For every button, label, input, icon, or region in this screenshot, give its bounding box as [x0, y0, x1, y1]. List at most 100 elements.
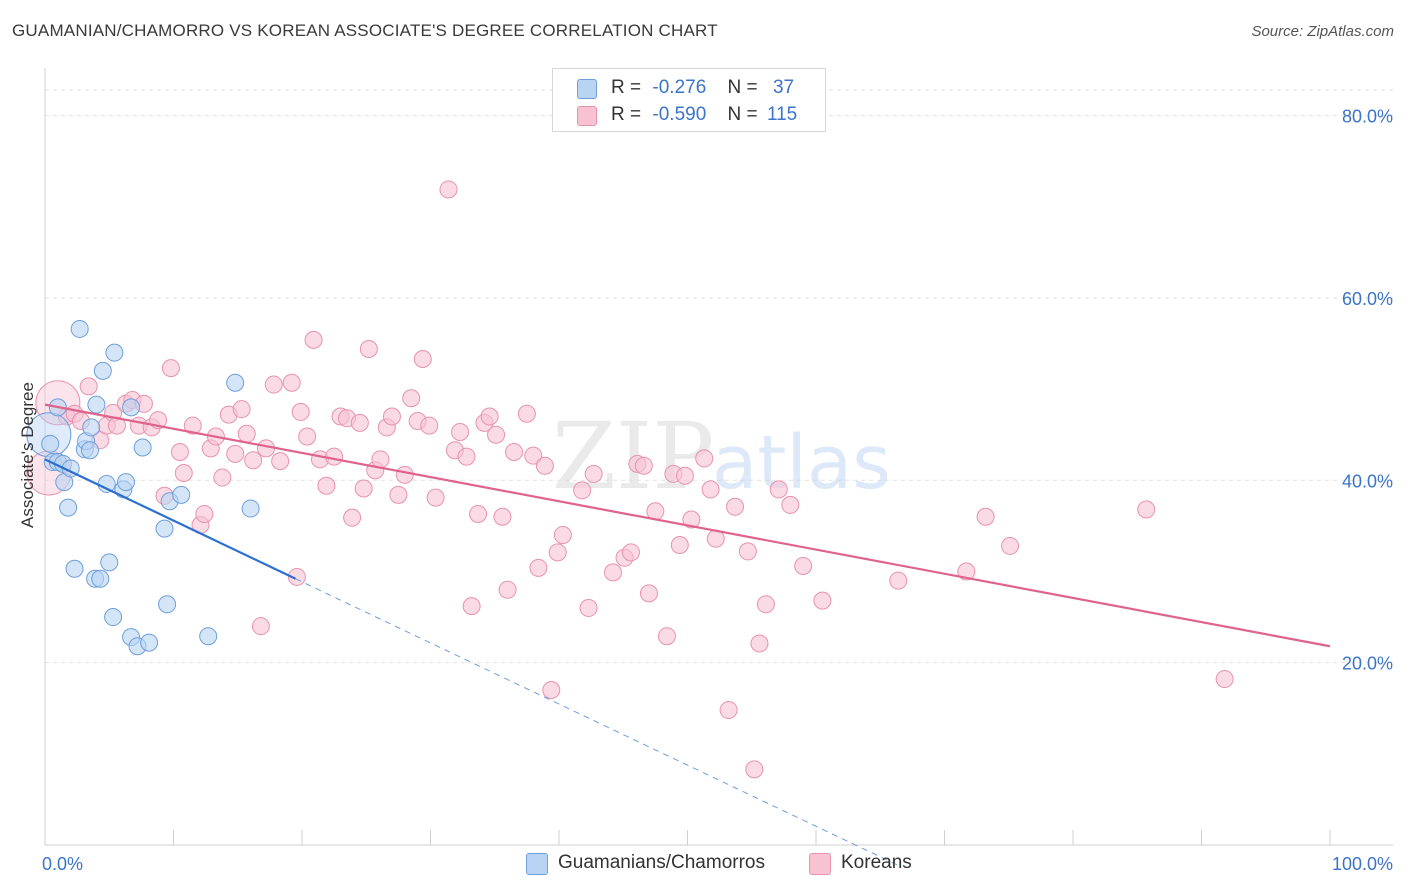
- korean-point: [657, 627, 676, 646]
- korean-point: [291, 402, 310, 421]
- korean-point: [535, 456, 554, 475]
- korean-point: [389, 485, 408, 504]
- legend-label-guamanians: Guamanians/Chamorros: [558, 852, 765, 873]
- legend-text-koreans: R = -0.590 N = 115: [611, 104, 798, 125]
- y-tick-label: 20.0%: [1342, 654, 1393, 674]
- korean-point: [232, 400, 251, 419]
- guamanian-point: [87, 395, 106, 414]
- korean-point: [1215, 670, 1234, 689]
- korean-point: [251, 617, 270, 636]
- guamanian-point: [59, 498, 78, 517]
- guamanian-point: [155, 519, 174, 538]
- korean-point: [498, 580, 517, 599]
- legend-swatch-blue: [577, 79, 597, 99]
- korean-point: [505, 443, 524, 462]
- stats-legend: R = -0.276 N = 37 R = -0.590 N = 115: [552, 68, 826, 132]
- watermark-atlas: atlas: [712, 420, 891, 506]
- guamanian-point: [140, 633, 159, 652]
- guamanian-point: [93, 361, 112, 380]
- guamanian-point: [105, 343, 124, 362]
- guamanian-point: [70, 319, 89, 338]
- korean-point: [738, 542, 757, 561]
- korean-point: [584, 464, 603, 483]
- korean-point: [695, 449, 714, 468]
- korean-point: [1001, 536, 1020, 555]
- korean-point: [469, 505, 488, 524]
- watermark: ZIP atlas: [552, 403, 891, 510]
- legend-row-guamanians: R = -0.276 N = 37: [553, 75, 823, 101]
- korean-point: [756, 595, 775, 614]
- guamanian-point: [122, 398, 141, 417]
- guamanian-point: [199, 627, 218, 646]
- guamanian-point: [241, 499, 260, 518]
- korean-point: [413, 350, 432, 369]
- legend-swatch-pink: [577, 106, 597, 126]
- korean-point: [493, 507, 512, 526]
- korean-point: [769, 480, 788, 499]
- korean-point: [603, 563, 622, 582]
- guamanian-trend-extension: [295, 578, 900, 867]
- korean-point: [517, 404, 536, 423]
- korean-point: [553, 526, 572, 544]
- korean-point: [264, 375, 283, 394]
- korean-point: [304, 330, 323, 349]
- legend-swatch-guamanians: [526, 853, 548, 875]
- guamanian-point: [104, 608, 123, 627]
- y-tick-label: 60.0%: [1342, 289, 1393, 309]
- chart-title: GUAMANIAN/CHAMORRO VS KOREAN ASSOCIATE'S…: [12, 21, 718, 40]
- grid-lines: [45, 89, 1393, 664]
- korean-point: [350, 413, 369, 432]
- guamanian-point: [133, 438, 152, 457]
- x-tick-label-max: 100.0%: [1332, 854, 1393, 874]
- korean-point: [524, 446, 543, 465]
- korean-point: [529, 558, 548, 577]
- korean-point: [287, 567, 306, 586]
- korean-point: [195, 505, 214, 524]
- guamanian-point: [82, 418, 101, 437]
- x-tick-label-min: 0.0%: [42, 854, 83, 874]
- legend-text-guamanians: R = -0.276 N = 37: [611, 77, 795, 98]
- korean-point: [298, 427, 317, 446]
- korean-point: [462, 597, 481, 616]
- korean-point: [670, 536, 689, 555]
- korean-point: [420, 416, 439, 435]
- korean-point: [548, 543, 567, 562]
- korean-point: [79, 377, 98, 396]
- korean-point: [343, 508, 362, 527]
- korean-point: [382, 407, 401, 426]
- korean-point: [371, 450, 390, 469]
- korean-point: [271, 452, 290, 471]
- korean-point: [439, 180, 458, 199]
- korean-point: [794, 557, 813, 575]
- korean-point: [325, 447, 344, 466]
- korean-point: [174, 464, 193, 482]
- korean-point: [359, 340, 378, 358]
- korean-point: [402, 389, 421, 408]
- korean-point: [282, 373, 301, 392]
- y-axis-label: Associate's Degree: [18, 382, 37, 528]
- guamanian-point: [158, 595, 177, 614]
- legend-swatch-koreans: [809, 853, 831, 875]
- korean-point: [1137, 500, 1156, 519]
- korean-point: [701, 480, 720, 499]
- y-tick-label: 80.0%: [1342, 107, 1393, 127]
- korean-point: [726, 497, 745, 516]
- korean-point: [426, 488, 445, 507]
- korean-point: [813, 591, 832, 610]
- korean-point: [226, 444, 245, 463]
- korean-point: [542, 681, 561, 699]
- korean-point: [957, 562, 976, 581]
- korean-point: [976, 507, 995, 526]
- guamanian-point: [100, 553, 119, 572]
- data-points: [26, 180, 1234, 779]
- legend-label-koreans: Koreans: [841, 852, 912, 873]
- korean-point: [745, 760, 764, 779]
- korean-trend-line: [44, 403, 1331, 648]
- guamanian-point: [172, 485, 191, 504]
- korean-point: [719, 701, 738, 720]
- legend-row-koreans: R = -0.590 N = 115: [553, 102, 823, 128]
- korean-point: [183, 416, 202, 435]
- guamanian-point: [116, 473, 135, 492]
- guamanian-trend-line: [44, 458, 297, 580]
